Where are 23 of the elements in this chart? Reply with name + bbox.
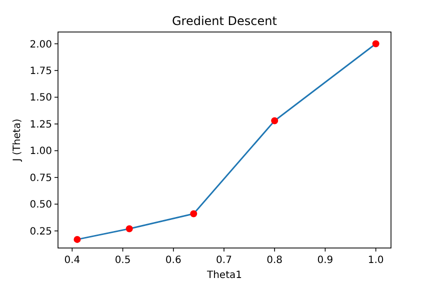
y-tick-label: 1.75 xyxy=(30,66,52,77)
point xyxy=(126,225,133,232)
y-tick-label: 1.25 xyxy=(30,119,52,130)
x-tick-label: 0.4 xyxy=(64,255,80,266)
y-tick-label: 1.50 xyxy=(30,92,52,104)
y-tick-label: 1.00 xyxy=(30,146,52,158)
x-tick-label: 0.5 xyxy=(114,255,131,266)
point xyxy=(372,40,380,48)
y-tick-label: 2.00 xyxy=(30,39,52,50)
point xyxy=(74,236,81,243)
y-tick-label: 0.25 xyxy=(30,226,52,238)
chart-title: Gredient Descent xyxy=(172,14,278,28)
y-tick-label: 0.75 xyxy=(30,172,52,184)
y-axis-title: J (Theta) xyxy=(12,118,23,162)
x-tick-label: 0.6 xyxy=(165,255,182,266)
point xyxy=(190,210,198,218)
x-tick-label: 0.9 xyxy=(317,255,334,266)
x-tick-label: 0.8 xyxy=(266,255,283,266)
x-tick-label: 0.7 xyxy=(216,255,232,266)
point xyxy=(271,117,278,124)
x-axis-title: Theta1 xyxy=(206,270,242,281)
x-tick-label: 1.0 xyxy=(368,255,384,266)
y-tick-label: 0.50 xyxy=(30,200,52,211)
